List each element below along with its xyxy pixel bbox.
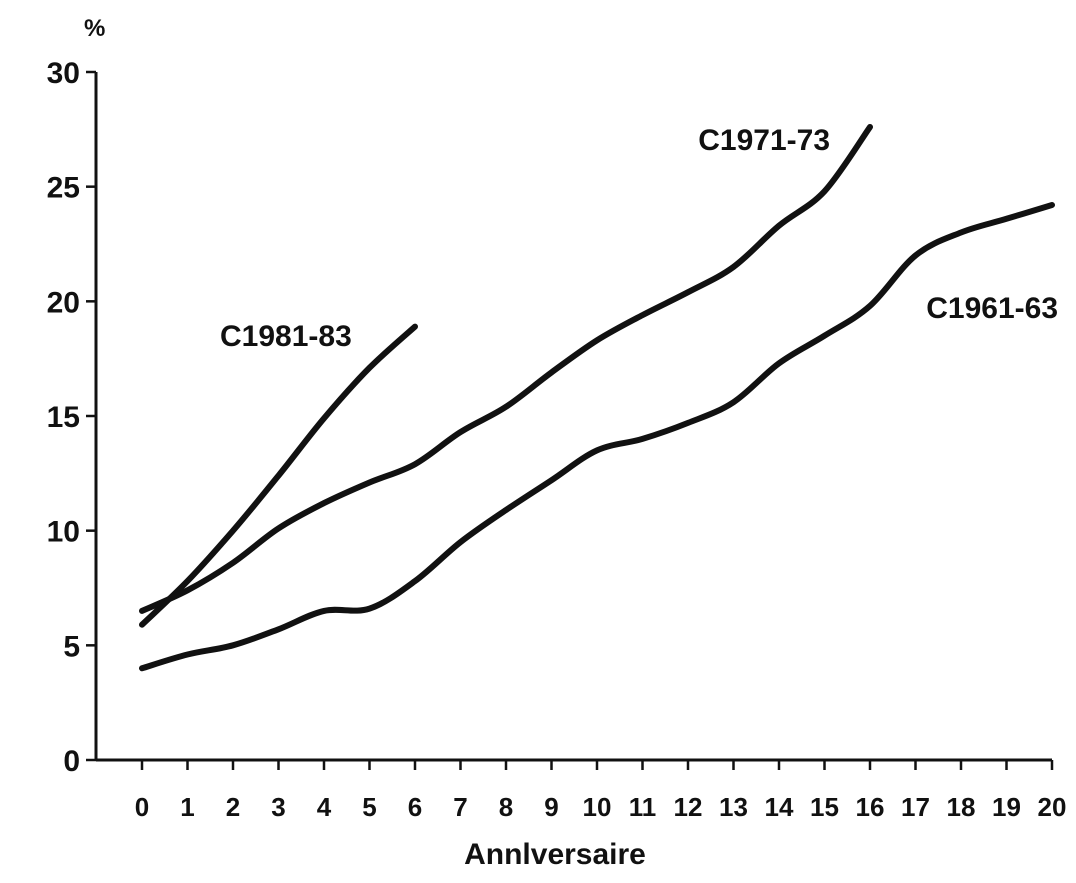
y-axis-unit-label: % <box>84 15 105 42</box>
x-tick-label-15: 15 <box>810 792 839 822</box>
x-tick-label-6: 6 <box>408 792 422 822</box>
series-line-c1981-83 <box>139 323 418 628</box>
y-tick-label-0: 0 <box>63 745 80 778</box>
series-label-c1961-63: C1961-63 <box>926 292 1058 325</box>
x-tick-label-8: 8 <box>499 792 513 822</box>
x-tick-label-2: 2 <box>226 792 240 822</box>
x-tick-label-4: 4 <box>317 792 332 822</box>
x-tick-label-16: 16 <box>856 792 885 822</box>
y-tick-label-5: 5 <box>63 630 80 663</box>
y-tick-label-10: 10 <box>47 516 80 549</box>
x-tick-label-7: 7 <box>453 792 467 822</box>
x-tick-label-5: 5 <box>362 792 376 822</box>
y-tick-label-20: 20 <box>47 286 80 319</box>
x-tick-label-0: 0 <box>135 792 149 822</box>
series-label-c1981-83: C1981-83 <box>220 320 352 353</box>
tick-marks <box>86 70 1054 770</box>
x-tick-label-10: 10 <box>583 792 612 822</box>
y-tick-label-15: 15 <box>47 401 80 434</box>
axes <box>94 72 1052 762</box>
x-tick-label-12: 12 <box>674 792 703 822</box>
x-tick-label-14: 14 <box>765 792 794 822</box>
series-labels: C1981-83 C1971-73 C1961-63 <box>220 124 1058 353</box>
series-label-c1971-73: C1971-73 <box>698 124 830 157</box>
x-axis-title: Annlversaire <box>464 838 646 871</box>
x-tick-label-19: 19 <box>992 792 1021 822</box>
x-tick-label-18: 18 <box>947 792 976 822</box>
x-tick-label-1: 1 <box>180 792 194 822</box>
series-lines <box>139 124 1055 672</box>
x-tick-label-13: 13 <box>719 792 748 822</box>
x-tick-label-3: 3 <box>271 792 285 822</box>
x-tick-label-17: 17 <box>901 792 930 822</box>
y-tick-label-25: 25 <box>47 172 80 205</box>
x-tick-label-9: 9 <box>544 792 558 822</box>
x-tick-label-20: 20 <box>1038 792 1067 822</box>
series-line-c1971-73 <box>139 124 873 614</box>
y-tick-label-30: 30 <box>47 57 80 90</box>
x-tick-label-11: 11 <box>629 792 657 822</box>
series-line-c1961-63 <box>139 202 1055 672</box>
